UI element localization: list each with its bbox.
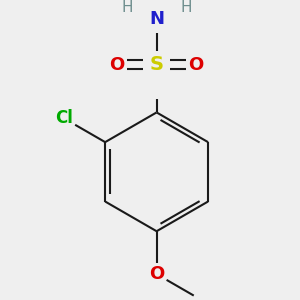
Text: O: O xyxy=(189,56,204,74)
Text: H: H xyxy=(121,0,133,15)
Text: N: N xyxy=(149,10,164,28)
Text: S: S xyxy=(150,55,164,74)
Text: H: H xyxy=(181,0,192,15)
Text: O: O xyxy=(149,265,164,283)
Text: O: O xyxy=(110,56,124,74)
Text: Cl: Cl xyxy=(55,109,73,127)
